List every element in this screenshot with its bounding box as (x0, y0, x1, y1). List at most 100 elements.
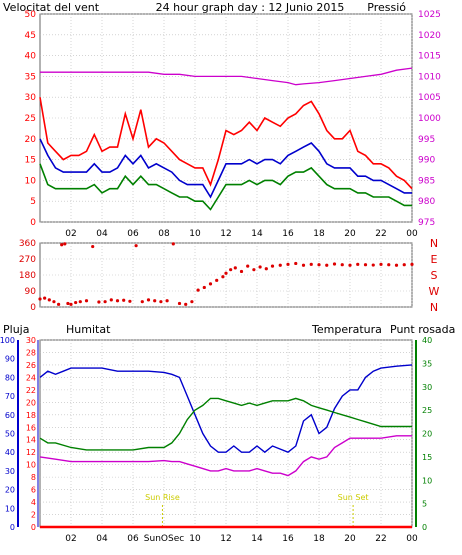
rain-y-tick: 30 (5, 467, 15, 476)
pressure-y-tick: 995 (418, 135, 435, 145)
direction-point (190, 300, 194, 304)
direction-point (208, 282, 213, 286)
temp-y-tick: 24 (26, 373, 36, 382)
direction-point (128, 299, 132, 303)
wind-x-tick: 10 (189, 229, 201, 239)
wind-y-tick: 0 (30, 218, 36, 228)
direction-point (410, 262, 414, 266)
wind-series-pressure (40, 67, 413, 86)
dewpoint-label: Punt rosada (390, 323, 455, 336)
wind-x-tick: 14 (251, 229, 263, 239)
wind-x-tick: 22 (375, 229, 386, 239)
direction-point (258, 265, 262, 269)
compass-label: E (431, 253, 438, 266)
direction-point (63, 242, 67, 246)
rain-y-tick: 100 (0, 336, 15, 345)
direction-point (91, 244, 95, 249)
pressure-y-tick: 1005 (418, 93, 441, 103)
wind-x-tick: 02 (65, 229, 76, 239)
wind-y-tick: 30 (25, 93, 37, 103)
pressure-y-tick: 985 (418, 176, 435, 186)
wind-y-tick: 20 (25, 135, 37, 145)
pressure-label: Pressió (367, 1, 406, 14)
temp-y-tick: 18 (26, 411, 36, 420)
rain-y-tick: 20 (5, 486, 15, 495)
direction-point (278, 263, 282, 267)
direction-point (294, 261, 298, 266)
compass-label: N (430, 301, 438, 314)
wind-y-tick: 10 (25, 176, 37, 186)
temp-y-tick: 28 (26, 348, 36, 357)
direction-point (57, 302, 61, 306)
direction-y-tick: 270 (19, 255, 36, 265)
rain-y-tick: 50 (5, 430, 15, 439)
wind-chart: 0510152025303540455097598098599099510001… (25, 10, 442, 239)
wind-x-tick: 00 (406, 229, 418, 239)
direction-point (60, 243, 64, 247)
direction-point (394, 263, 399, 267)
climate-x-tick: 14 (251, 534, 263, 544)
wind-direction-chart: 0 N 90 W 180 S 270 E 360 N (19, 237, 440, 314)
direction-point (171, 242, 175, 246)
temp-y-tick: 10 (26, 461, 36, 470)
wind-series-low (39, 163, 412, 211)
direction-point (47, 298, 51, 302)
rain-y-tick: 60 (5, 411, 15, 420)
humidity-label: Humitat (66, 323, 111, 336)
wind-y-tick: 15 (25, 156, 36, 166)
pressure-y-tick: 1010 (418, 72, 441, 82)
direction-point (317, 263, 321, 267)
climate-x-tick: 04 (96, 534, 108, 544)
direction-point (177, 301, 182, 306)
temp-y-tick: 12 (26, 448, 36, 457)
compass-label: N (430, 237, 438, 250)
right-y-tick: 25 (422, 406, 432, 415)
direction-point (224, 271, 228, 275)
climate-x-tick: 16 (282, 534, 294, 544)
rain-y-tick: 10 (5, 504, 15, 513)
pressure-y-tick: 1025 (418, 10, 441, 20)
direction-point (252, 268, 256, 272)
direction-point (202, 285, 206, 290)
direction-point (52, 300, 56, 304)
climate-x-tick: 02 (65, 534, 76, 544)
direction-point (122, 298, 126, 302)
wind-y-tick: 40 (25, 52, 37, 62)
direction-point (348, 263, 352, 267)
temp-y-tick: 16 (26, 423, 36, 432)
wind-x-tick: 12 (220, 229, 231, 239)
climate-x-tick: 06 (127, 534, 139, 544)
right-y-tick: 10 (422, 476, 432, 485)
direction-point (356, 262, 360, 266)
direction-point (363, 263, 368, 267)
temp-y-tick: 26 (26, 361, 36, 370)
direction-point (38, 297, 42, 301)
direction-point (371, 263, 375, 267)
wind-x-tick: 08 (158, 229, 170, 239)
climate-x-tick: SunOSec (144, 534, 184, 544)
pressure-y-tick: 1000 (418, 114, 441, 124)
direction-point (387, 263, 391, 267)
direction-point (134, 244, 138, 248)
direction-point (379, 262, 383, 266)
sun-marker-label: Sun Rise (145, 493, 180, 502)
wind-x-tick: 20 (344, 229, 356, 239)
temp-y-tick: 30 (26, 336, 36, 345)
direction-point (402, 263, 406, 267)
right-y-tick: 15 (422, 453, 432, 462)
sun-marker-label: Sun Set (338, 493, 369, 502)
temp-y-tick: 22 (26, 386, 36, 395)
rain-y-tick: 80 (5, 373, 15, 382)
direction-point (159, 300, 163, 304)
direction-point (165, 299, 169, 303)
climate-series-dewpoint (39, 435, 412, 477)
temp-y-tick: 4 (31, 498, 36, 507)
wind-y-tick: 50 (25, 10, 37, 20)
pressure-y-tick: 975 (418, 218, 435, 228)
direction-point (309, 262, 313, 266)
wind-speed-label: Velocitat del vent (3, 1, 100, 14)
pressure-y-tick: 1020 (418, 31, 441, 41)
temp-y-tick: 20 (26, 398, 36, 407)
temp-y-tick: 8 (31, 473, 36, 482)
direction-y-tick: 360 (19, 239, 36, 249)
